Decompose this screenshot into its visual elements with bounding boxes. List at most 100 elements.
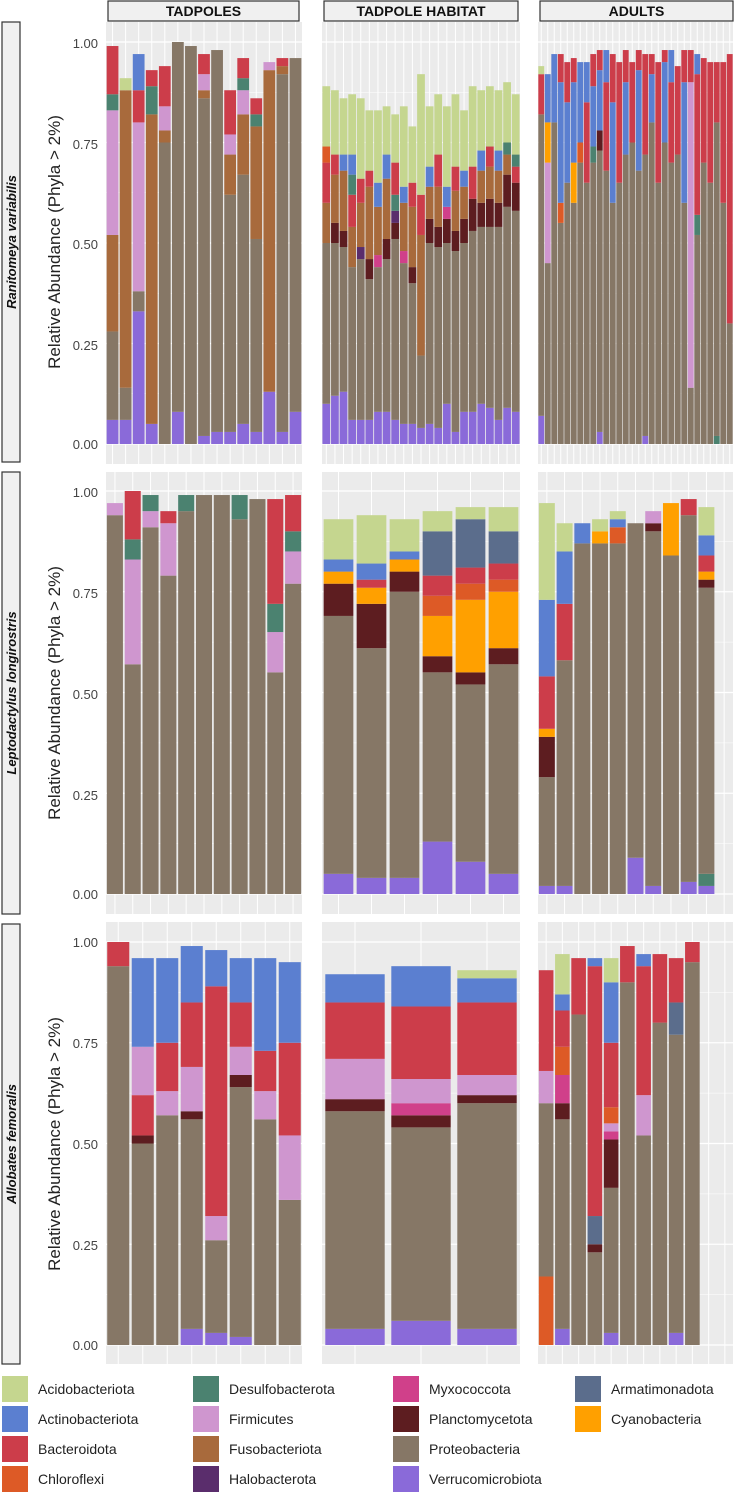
- bar-segment-firmicutes: [132, 122, 145, 292]
- bar-segment-proteobacteria: [720, 202, 727, 444]
- bar-segment-actinobacteriota: [323, 559, 354, 572]
- bar-segment-proteobacteria: [574, 543, 591, 894]
- bar-segment-bacteroidota: [648, 54, 655, 75]
- bar-segment-proteobacteria: [620, 982, 635, 1345]
- bar-segment-actinobacteriota: [574, 523, 591, 544]
- bar-sample-1: [322, 86, 331, 444]
- row-title-ranitomeya: Ranitomeya variabilis: [4, 175, 19, 309]
- bar-segment-chloroflexi: [603, 1107, 619, 1124]
- bar-segment-verrucomicrobiota: [374, 411, 382, 444]
- bar-segment-proteobacteria: [570, 202, 577, 444]
- bar-segment-actinobacteriota: [603, 982, 619, 1043]
- bar-sample-28: [713, 62, 720, 444]
- bar-segment-proteobacteria: [494, 226, 503, 420]
- bar-segment-bacteroidota: [590, 54, 597, 87]
- bar-segment-bacteroidota: [278, 1042, 301, 1136]
- bar-segment-bacteroidota: [557, 54, 564, 83]
- bar-sample-2: [119, 78, 132, 444]
- legend-item-fusobacteriota: Fusobacteriota: [193, 1436, 322, 1462]
- bar-segment-bacteroidota: [700, 58, 707, 163]
- bar-segment-verrucomicrobiota: [488, 873, 519, 894]
- bar-segment-planctomycetota: [555, 1103, 570, 1120]
- bar-sample-4: [592, 519, 609, 894]
- bar-segment-planctomycetota: [442, 218, 451, 243]
- bar-segment-proteobacteria: [642, 154, 649, 436]
- bar-segment-proteobacteria: [592, 543, 609, 894]
- bar-segment-fusobacteriota: [434, 186, 443, 227]
- bar-segment-firmicutes: [142, 511, 159, 528]
- legend-item-armatimonadota: Armatimonadota: [575, 1376, 714, 1402]
- bar-segment-myxococcota: [603, 1131, 619, 1140]
- bar-segment-bacteroidota: [455, 567, 486, 584]
- bar-segment-proteobacteria: [158, 142, 171, 444]
- y-tick-r1-025: 0.25: [73, 338, 98, 353]
- bar-segment-proteobacteria: [538, 1103, 554, 1277]
- bar-segment-verrucomicrobiota: [468, 411, 477, 444]
- bar-segment-firmicutes: [263, 62, 276, 71]
- y-tick-r1-075: 0.75: [73, 137, 98, 152]
- bar-segment-chloroflexi: [557, 202, 564, 223]
- bar-sample-8: [652, 954, 668, 1345]
- bar-segment-cyanobacteria: [455, 599, 486, 673]
- bar-segment-fusobacteriota: [339, 170, 348, 231]
- bar-segment-verrucomicrobiota: [106, 419, 119, 444]
- bar-segment-bacteroidota: [145, 70, 158, 87]
- y-tick-r3-050: 0.50: [73, 1137, 98, 1152]
- bar-segment-verrucomicrobiota: [422, 841, 453, 894]
- bar-segment-cyanobacteria: [698, 571, 715, 580]
- bar-segment-acidobacteriota: [119, 78, 132, 91]
- bar-sample-2: [356, 515, 387, 894]
- bar-sample-1: [538, 66, 545, 444]
- bar-segment-actinobacteriota: [698, 535, 715, 556]
- bar-segment-acidobacteriota: [323, 519, 354, 560]
- bar-sample-6: [195, 495, 213, 894]
- bar-segment-proteobacteria: [627, 523, 644, 858]
- bar-segment-bacteroidota: [680, 499, 697, 516]
- bar-segment-bacteroidota: [408, 182, 417, 207]
- bar-segment-proteobacteria: [339, 247, 348, 392]
- bar-segment-proteobacteria: [698, 587, 715, 874]
- legend-swatch: [393, 1406, 419, 1432]
- bar-segment-firmicutes: [229, 1046, 252, 1075]
- bar-segment-verrucomicrobiota: [494, 419, 503, 444]
- bar-segment-proteobacteria: [587, 1252, 603, 1345]
- bar-segment-acidobacteriota: [422, 511, 453, 532]
- bar-segment-fusobacteriota: [331, 174, 339, 223]
- bar-segment-acidobacteriota: [488, 507, 519, 532]
- bar-segment-proteobacteria: [132, 291, 145, 312]
- bar-segment-bacteroidota: [603, 82, 610, 171]
- bar-segment-fusobacteriota: [322, 202, 331, 243]
- bar-segment-verrucomicrobiota: [132, 311, 145, 444]
- bar-segment-armatimonadota: [488, 531, 519, 564]
- bar-segment-planctomycetota: [451, 230, 460, 252]
- bar-sample-10: [224, 90, 237, 444]
- legend-swatch: [193, 1436, 219, 1462]
- bar-segment-firmicutes: [224, 134, 237, 155]
- bar-segment-verrucomicrobiota: [503, 407, 511, 444]
- bar-segment-acidobacteriota: [442, 106, 451, 187]
- bar-segment-verrucomicrobiota: [145, 423, 158, 444]
- bar-segment-bacteroidota: [636, 966, 651, 1096]
- bar-sample-1: [106, 503, 123, 894]
- bar-segment-firmicutes: [603, 1123, 619, 1132]
- bar-segment-bacteroidota: [106, 46, 119, 95]
- bar-segment-proteobacteria: [571, 1014, 586, 1345]
- bar-sample-8: [583, 62, 590, 444]
- bar-segment-bacteroidota: [267, 499, 284, 604]
- bar-segment-verrucomicrobiota: [642, 435, 649, 444]
- bar-segment-actinobacteriota: [156, 958, 179, 1043]
- bar-sample-3: [551, 54, 558, 445]
- bar-segment-proteobacteria: [365, 279, 374, 420]
- bar-segment-chloroflexi: [322, 146, 331, 163]
- bar-segment-firmicutes: [457, 1074, 517, 1096]
- bar-segment-proteobacteria: [249, 499, 266, 894]
- bar-segment-bacteroidota: [254, 1050, 277, 1092]
- bar-segment-proteobacteria: [460, 243, 468, 412]
- bar-sample-9: [391, 114, 400, 444]
- bar-segment-actinobacteriota: [648, 74, 655, 123]
- bar-segment-bacteroidota: [668, 82, 675, 163]
- bar-segment-planctomycetota: [323, 583, 354, 616]
- legend-swatch: [193, 1466, 219, 1492]
- bar-sample-10: [267, 499, 284, 894]
- bar-segment-planctomycetota: [596, 130, 603, 151]
